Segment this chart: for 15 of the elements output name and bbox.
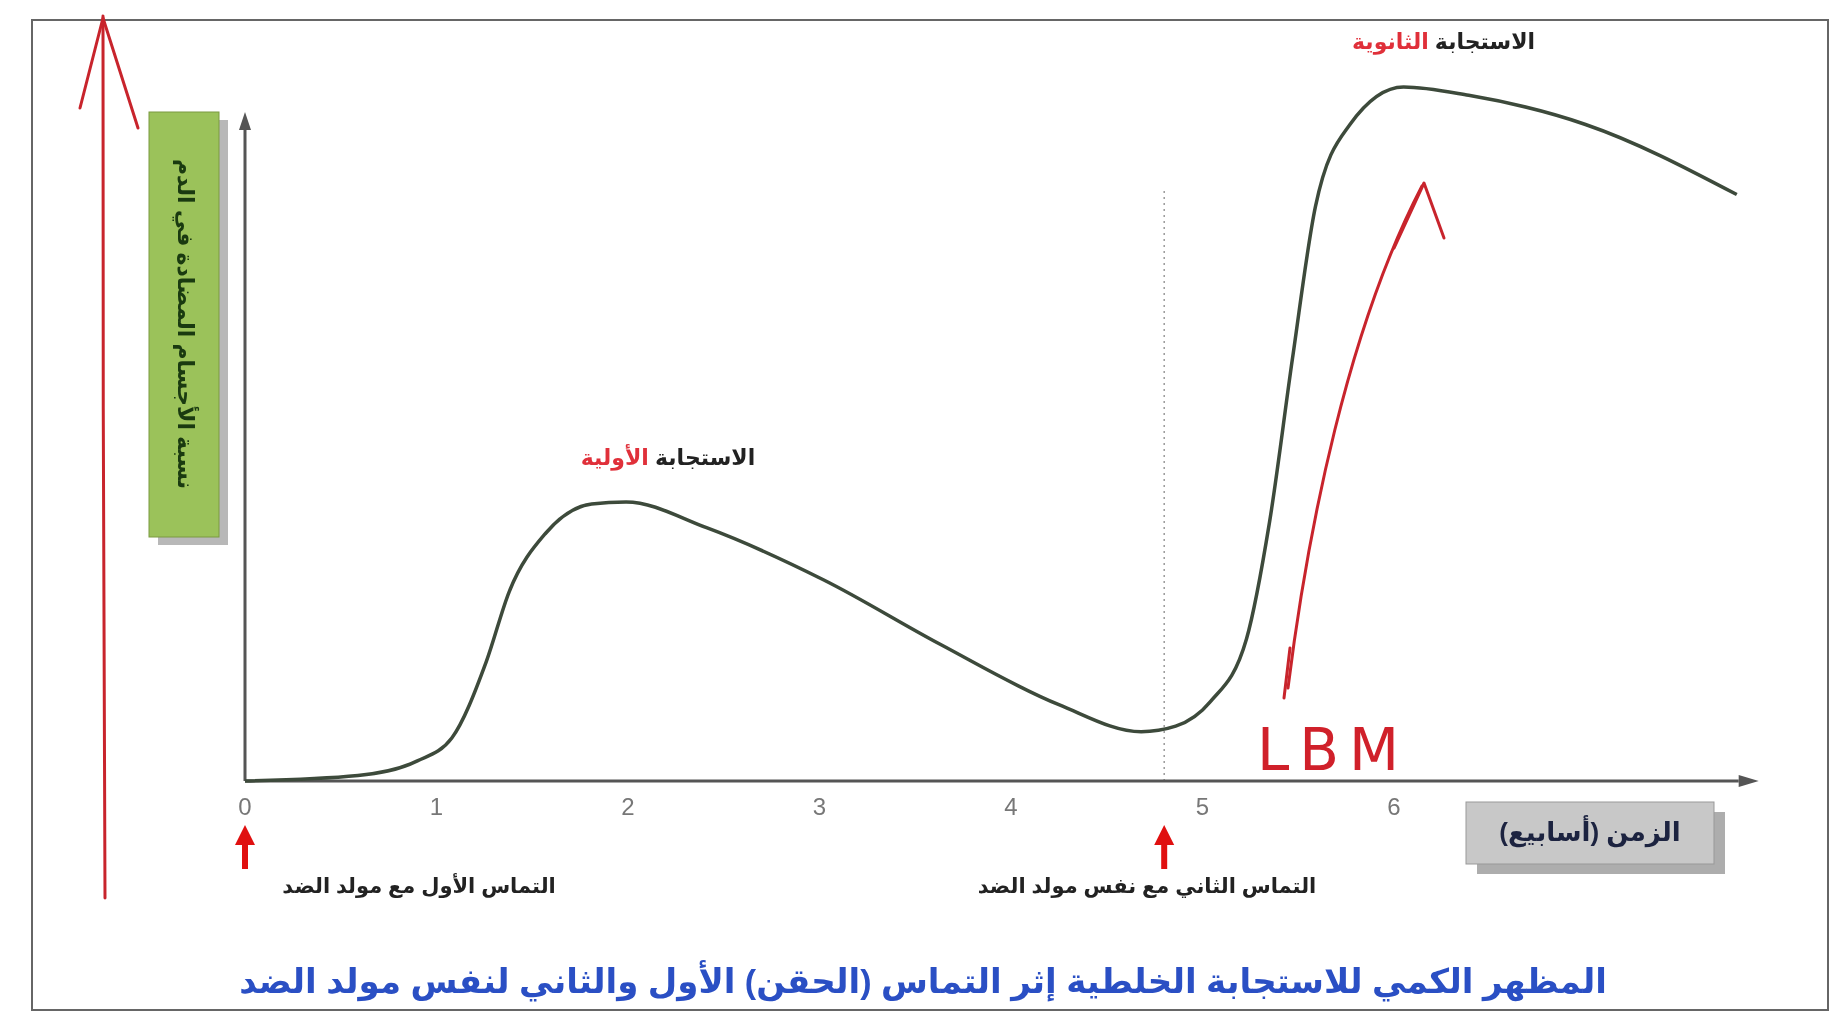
text: المظهر الكمي للاستجابة الخلطية إثر التماس (الحقن) الأول والثاني لنفس مولد الضد bbox=[239, 960, 1607, 1002]
x-tick-label: 1 bbox=[429, 793, 444, 820]
x-tick-label: 4 bbox=[1004, 793, 1018, 820]
x-tick-label: 0 bbox=[238, 793, 252, 820]
annotation: الاستجابة الأولية bbox=[580, 443, 756, 472]
x-tick-label: 6 bbox=[1387, 793, 1401, 820]
text: التماس الأول مع مولد الضد bbox=[282, 872, 556, 898]
text: التماس الثاني مع نفس مولد الضد bbox=[977, 874, 1317, 898]
x-tick-label: 3 bbox=[812, 793, 827, 820]
x-tick-label: 5 bbox=[1195, 793, 1210, 820]
annotation: LBM bbox=[1256, 716, 1410, 784]
x-tick-label: 2 bbox=[621, 793, 635, 820]
annotation: الاستجابة الثانوية bbox=[1352, 29, 1536, 55]
x-axis-title: الزمن (أسابيع) bbox=[1499, 814, 1681, 848]
y-axis-title: نسبة الأجسام المضادة في الدم bbox=[172, 158, 201, 490]
